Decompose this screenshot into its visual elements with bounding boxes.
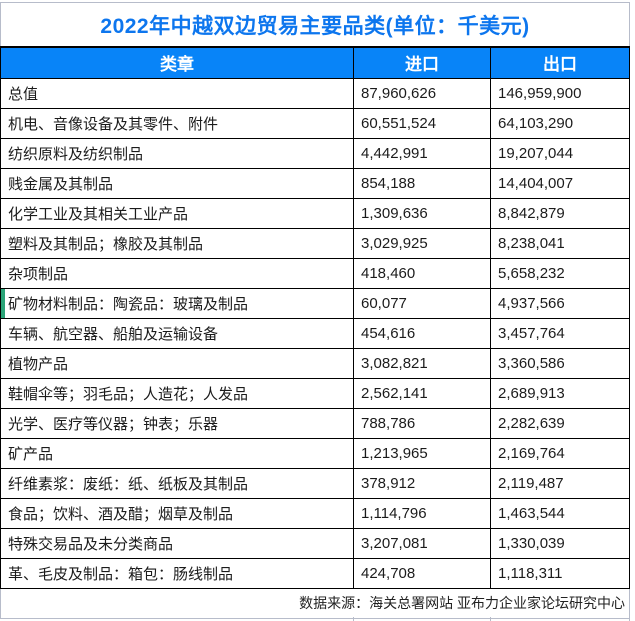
export-value-cell: 8,842,879 (490, 197, 630, 229)
export-value-cell: 2,169,764 (490, 437, 630, 469)
category-cell: 机电、音像设备及其零件、附件 (0, 107, 354, 139)
import-value-cell: 378,912 (353, 467, 491, 499)
table-row: 植物产品 3,082,821 3,360,586 (0, 347, 630, 379)
export-value-cell: 3,457,764 (490, 317, 630, 349)
gridline-stub (490, 617, 491, 621)
data-source-text: 数据来源：海关总署网站 亚布力企业家论坛研究中心 (299, 595, 625, 611)
category-cell: 纤维素浆：废纸：纸、纸板及其制品 (0, 467, 354, 499)
table-row: 贱金属及其制品 854,188 14,404,007 (0, 167, 630, 199)
import-value-cell: 454,616 (353, 317, 491, 349)
table-row: 食品；饮料、酒及醋；烟草及制品 1,114,796 1,463,544 (0, 497, 630, 529)
import-value-cell: 3,207,081 (353, 527, 491, 559)
import-value-cell: 4,442,991 (353, 137, 491, 169)
export-value-cell: 2,282,639 (490, 407, 630, 439)
export-value-cell: 8,238,041 (490, 227, 630, 259)
table-row: 杂项制品 418,460 5,658,232 (0, 257, 630, 289)
import-value-cell: 418,460 (353, 257, 491, 289)
gridline-stub (353, 617, 354, 621)
import-value-cell: 1,213,965 (353, 437, 491, 469)
table-row: 革、毛皮及制品：箱包：肠线制品 424,708 1,118,311 (0, 557, 630, 589)
category-cell: 食品；饮料、酒及醋；烟草及制品 (0, 497, 354, 529)
data-source-row: 数据来源：海关总署网站 亚布力企业家论坛研究中心 (0, 588, 630, 619)
import-value-cell: 424,708 (353, 557, 491, 589)
category-cell: 纺织原料及纺织制品 (0, 137, 354, 169)
category-cell: 贱金属及其制品 (0, 167, 354, 199)
table-row: 矿产品 1,213,965 2,169,764 (0, 437, 630, 469)
export-value-cell: 146,959,900 (490, 77, 630, 109)
column-header-export: 出口 (490, 46, 630, 79)
page-title: 2022年中越双边贸易主要品类(单位：千美元) (100, 14, 530, 38)
category-cell: 车辆、航空器、船舶及运输设备 (0, 317, 354, 349)
table-row: 总值 87,960,626 146,959,900 (0, 77, 630, 109)
category-cell: 鞋帽伞等；羽毛品；人造花；人发品 (0, 377, 354, 409)
import-value-cell: 1,309,636 (353, 197, 491, 229)
table-row: 塑料及其制品；橡胶及其制品 3,029,925 8,238,041 (0, 227, 630, 259)
export-value-cell: 1,118,311 (490, 557, 630, 589)
category-cell: 植物产品 (0, 347, 354, 379)
table-title-cell: 2022年中越双边贸易主要品类(单位：千美元) (0, 2, 630, 46)
category-cell: 矿产品 (0, 437, 354, 469)
table-row: 鞋帽伞等；羽毛品；人造花；人发品 2,562,141 2,689,913 (0, 377, 630, 409)
gridline-stub (629, 617, 630, 621)
category-cell: 特殊交易品及未分类商品 (0, 527, 354, 559)
table-row: 纺织原料及纺织制品 4,442,991 19,207,044 (0, 137, 630, 169)
import-value-cell: 60,077 (353, 287, 491, 319)
export-value-cell: 3,360,586 (490, 347, 630, 379)
category-cell: 杂项制品 (0, 257, 354, 289)
table-row: 矿物材料制品：陶瓷品：玻璃及制品 60,077 4,937,566 (0, 287, 630, 319)
export-value-cell: 2,689,913 (490, 377, 630, 409)
column-header-category: 类章 (0, 46, 354, 79)
export-value-cell: 64,103,290 (490, 107, 630, 139)
export-value-cell: 19,207,044 (490, 137, 630, 169)
export-value-cell: 5,658,232 (490, 257, 630, 289)
table-row: 特殊交易品及未分类商品 3,207,081 1,330,039 (0, 527, 630, 559)
import-value-cell: 2,562,141 (353, 377, 491, 409)
import-value-cell: 1,114,796 (353, 497, 491, 529)
category-cell: 革、毛皮及制品：箱包：肠线制品 (0, 557, 354, 589)
header-row: 类章 进口 出口 (0, 46, 630, 79)
import-value-cell: 87,960,626 (353, 77, 491, 109)
export-value-cell: 1,330,039 (490, 527, 630, 559)
category-cell: 塑料及其制品；橡胶及其制品 (0, 227, 354, 259)
trade-data-table: 类章 进口 出口 总值 87,960,626 146,959,900 机电、音像… (0, 46, 630, 589)
category-cell: 化学工业及其相关工业产品 (0, 197, 354, 229)
export-value-cell: 2,119,487 (490, 467, 630, 499)
category-cell: 矿物材料制品：陶瓷品：玻璃及制品 (0, 287, 354, 319)
table-row: 化学工业及其相关工业产品 1,309,636 8,842,879 (0, 197, 630, 229)
export-value-cell: 4,937,566 (490, 287, 630, 319)
import-value-cell: 60,551,524 (353, 107, 491, 139)
import-value-cell: 854,188 (353, 167, 491, 199)
import-value-cell: 3,029,925 (353, 227, 491, 259)
table-row: 纤维素浆：废纸：纸、纸板及其制品 378,912 2,119,487 (0, 467, 630, 499)
export-value-cell: 1,463,544 (490, 497, 630, 529)
table-row: 机电、音像设备及其零件、附件 60,551,524 64,103,290 (0, 107, 630, 139)
category-cell: 总值 (0, 77, 354, 109)
category-cell: 光学、医疗等仪器；钟表；乐器 (0, 407, 354, 439)
import-value-cell: 3,082,821 (353, 347, 491, 379)
import-value-cell: 788,786 (353, 407, 491, 439)
table-row: 光学、医疗等仪器；钟表；乐器 788,786 2,282,639 (0, 407, 630, 439)
export-value-cell: 14,404,007 (490, 167, 630, 199)
column-header-import: 进口 (353, 46, 491, 79)
table-row: 车辆、航空器、船舶及运输设备 454,616 3,457,764 (0, 317, 630, 349)
